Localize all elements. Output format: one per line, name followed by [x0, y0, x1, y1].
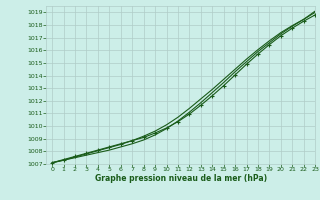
X-axis label: Graphe pression niveau de la mer (hPa): Graphe pression niveau de la mer (hPa) [95, 174, 267, 183]
